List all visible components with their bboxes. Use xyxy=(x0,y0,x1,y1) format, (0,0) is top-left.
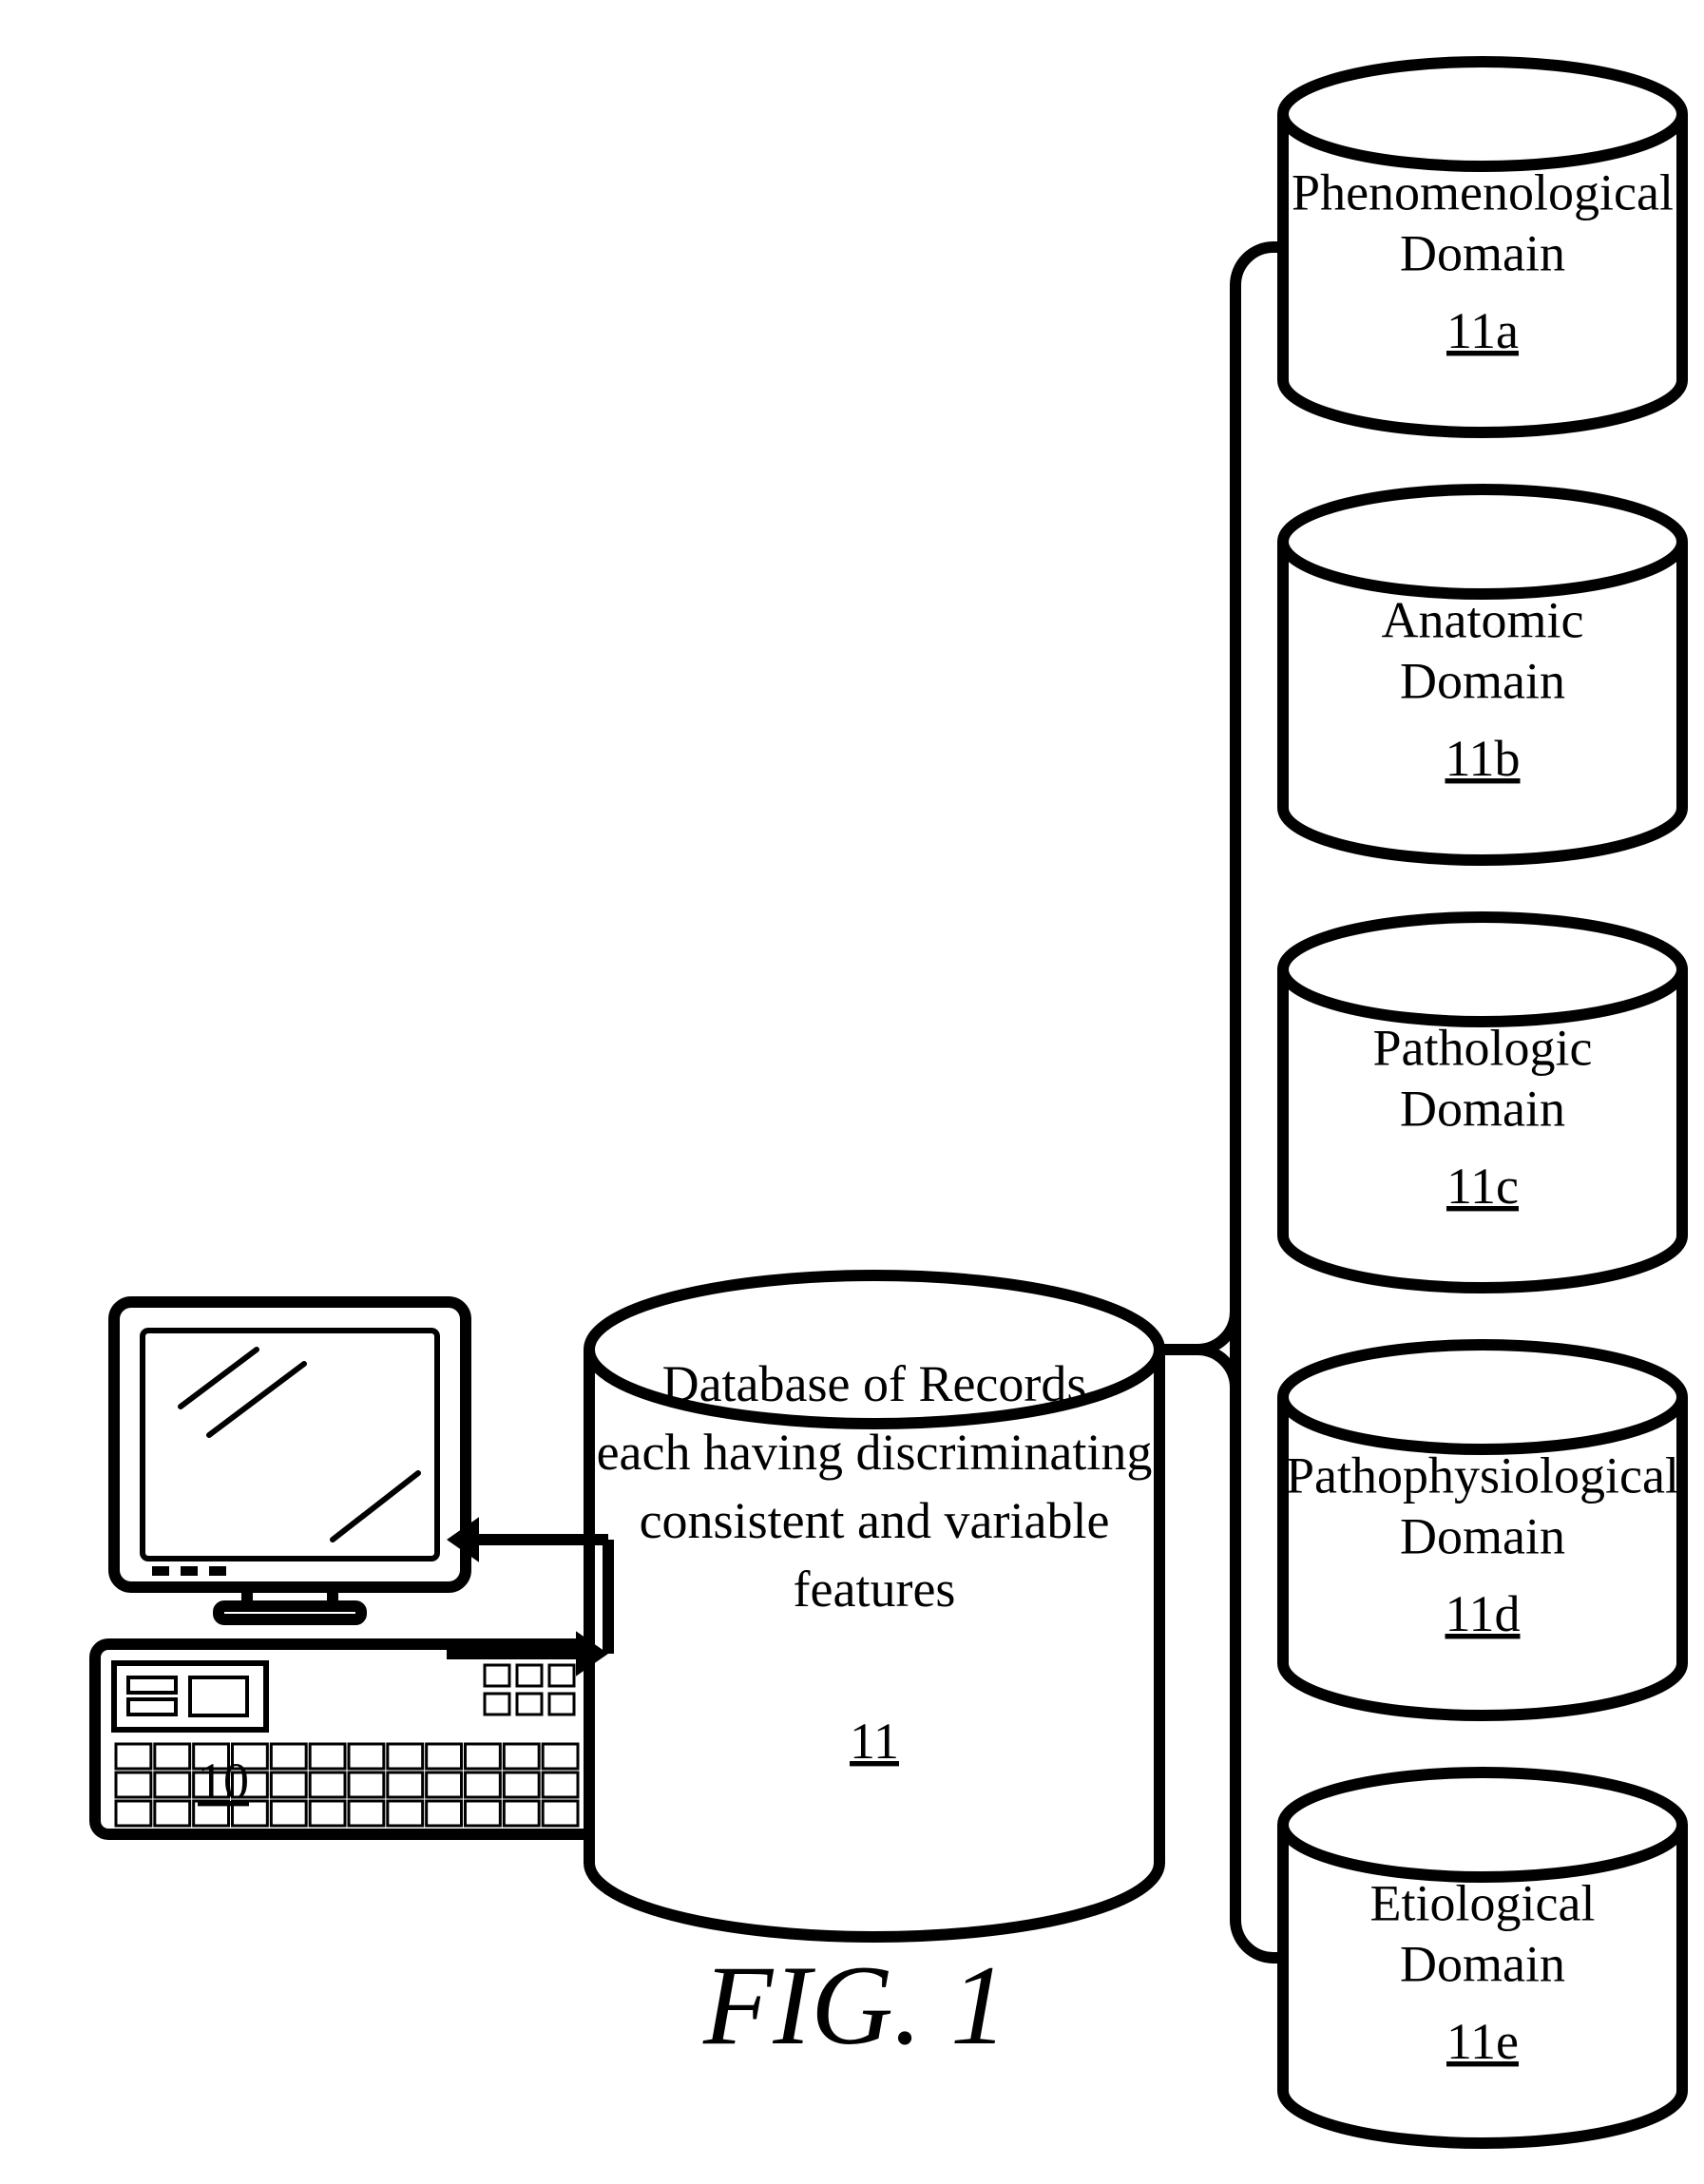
computer-ref: 10 xyxy=(198,1753,249,1810)
domain-11a-line1: Phenomenological xyxy=(1292,163,1674,220)
domain-11a-line2: Domain xyxy=(1400,224,1565,281)
database-main-line-1: each having discriminating xyxy=(597,1424,1153,1481)
domain-11d-ref: 11d xyxy=(1446,1585,1521,1642)
database-main-line-0: Database of Records xyxy=(662,1355,1087,1412)
figure-label: FIG. 1 xyxy=(702,1942,1007,2068)
database-main-line-2: consistent and variable xyxy=(640,1492,1110,1549)
domain-11e-line2: Domain xyxy=(1400,1935,1565,1992)
domain-11d-line2: Domain xyxy=(1400,1507,1565,1564)
computer-terminal xyxy=(95,1302,599,1834)
domain-11b-line1: Anatomic xyxy=(1382,591,1584,648)
domain-11b-line2: Domain xyxy=(1400,652,1565,709)
domain-11d-line1: Pathophysiological xyxy=(1286,1446,1679,1504)
domain-11c-line1: Pathologic xyxy=(1373,1019,1593,1076)
domain-11e-ref: 11e xyxy=(1446,2013,1519,2070)
domain-11c-line2: Domain xyxy=(1400,1080,1565,1137)
domain-11a-ref: 11a xyxy=(1446,302,1519,359)
domain-11b-ref: 11b xyxy=(1446,730,1521,787)
domain-11e-line1: Etiological xyxy=(1370,1874,1596,1931)
branch-bracket xyxy=(1159,247,1292,1958)
domain-11c-ref: 11c xyxy=(1446,1158,1519,1215)
database-main-line-3: features xyxy=(794,1561,956,1618)
database-main-ref: 11 xyxy=(850,1713,899,1770)
